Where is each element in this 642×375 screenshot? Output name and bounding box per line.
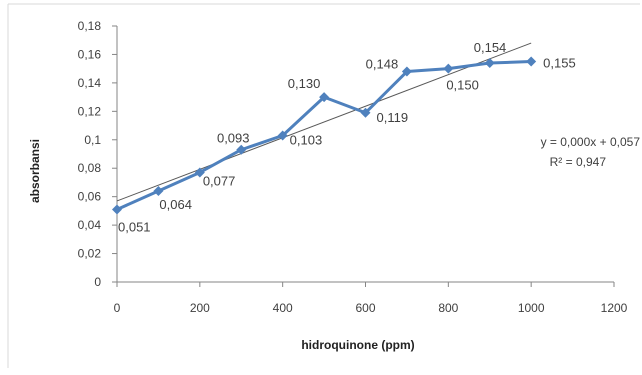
data-point xyxy=(194,167,205,178)
data-label: 0,154 xyxy=(474,40,507,55)
data-label: 0,130 xyxy=(288,76,321,91)
data-point xyxy=(236,144,247,155)
y-tick-label: 0,14 xyxy=(78,76,102,90)
x-tick-label: 200 xyxy=(190,301,210,315)
y-tick-label: 0 xyxy=(94,275,101,289)
y-tick-label: 0,02 xyxy=(78,247,102,261)
y-tick-label: 0,1 xyxy=(84,133,101,147)
y-tick-label: 0,08 xyxy=(78,161,102,175)
equation-label: y = 0,000x + 0,057 xyxy=(541,135,641,149)
data-point xyxy=(443,63,454,74)
y-tick-label: 0,06 xyxy=(78,190,102,204)
x-tick-label: 800 xyxy=(438,301,458,315)
data-point xyxy=(401,66,412,77)
data-label: 0,155 xyxy=(543,56,576,71)
data-point xyxy=(526,56,537,67)
data-label: 0,148 xyxy=(366,57,399,72)
data-label: 0,103 xyxy=(290,133,323,148)
data-point xyxy=(277,130,288,141)
trendline xyxy=(116,42,532,202)
y-tick-label: 0,18 xyxy=(78,19,102,33)
y-tick-label: 0,16 xyxy=(78,47,102,61)
r-squared-label: R² = 0,947 xyxy=(550,155,607,169)
data-label: 0,093 xyxy=(217,131,250,146)
x-tick-label: 400 xyxy=(273,301,293,315)
x-axis-title: hidroquinone (ppm) xyxy=(301,338,414,352)
data-label: 0,077 xyxy=(203,173,236,188)
data-label: 0,051 xyxy=(118,219,151,234)
data-point xyxy=(112,204,122,215)
data-point xyxy=(153,185,164,196)
x-tick-label: 1200 xyxy=(601,301,628,315)
x-tick-label: 0 xyxy=(114,301,121,315)
y-tick-label: 0,04 xyxy=(78,218,102,232)
data-label: 0,150 xyxy=(446,78,479,93)
data-point xyxy=(360,107,371,118)
data-point xyxy=(484,57,495,68)
data-label: 0,064 xyxy=(159,197,192,212)
x-tick-label: 1000 xyxy=(518,301,545,315)
y-axis-title: absorbansi xyxy=(28,139,42,203)
x-tick-label: 600 xyxy=(355,301,375,315)
data-point xyxy=(319,92,330,103)
y-tick-label: 0,12 xyxy=(78,104,102,118)
data-label: 0,119 xyxy=(377,110,409,125)
